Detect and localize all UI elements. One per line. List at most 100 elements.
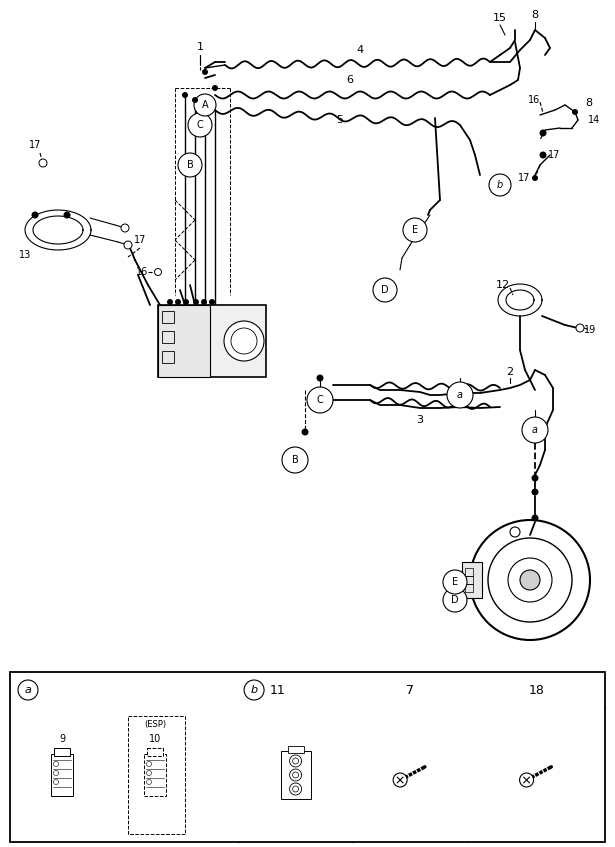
Text: 12: 12	[496, 280, 510, 290]
Text: D: D	[381, 285, 389, 295]
Circle shape	[520, 570, 540, 590]
Bar	[465, 576, 473, 584]
Text: D: D	[451, 595, 459, 605]
Text: 11: 11	[269, 684, 285, 696]
Text: 16: 16	[528, 95, 540, 105]
Circle shape	[572, 109, 578, 115]
Circle shape	[224, 321, 264, 361]
Bar	[147, 748, 163, 756]
Circle shape	[520, 773, 534, 787]
Text: 10: 10	[149, 734, 161, 744]
Bar	[162, 331, 174, 343]
Text: B: B	[186, 160, 193, 170]
Circle shape	[192, 97, 198, 103]
Circle shape	[532, 175, 538, 181]
Circle shape	[317, 374, 323, 381]
Circle shape	[31, 212, 39, 219]
Text: b: b	[497, 180, 503, 190]
Circle shape	[212, 85, 218, 91]
Text: 3: 3	[416, 415, 424, 425]
Bar	[465, 568, 473, 576]
Text: 2: 2	[506, 367, 514, 377]
Bar	[288, 746, 304, 753]
Text: 17: 17	[29, 140, 41, 150]
Circle shape	[539, 130, 547, 136]
Text: 17: 17	[548, 150, 560, 160]
Text: a: a	[532, 425, 538, 435]
Text: 7: 7	[406, 684, 414, 696]
Text: E: E	[452, 577, 458, 587]
Bar	[162, 311, 174, 323]
Text: 18: 18	[529, 684, 544, 696]
Bar	[10, 672, 605, 842]
Circle shape	[244, 680, 264, 700]
Circle shape	[167, 299, 173, 305]
Bar	[54, 748, 70, 756]
Circle shape	[193, 299, 199, 305]
Text: B: B	[292, 455, 298, 465]
Text: A: A	[202, 100, 208, 110]
Bar	[51, 754, 73, 796]
Bar	[280, 751, 311, 799]
Text: 6: 6	[346, 75, 354, 85]
Circle shape	[539, 152, 547, 158]
Circle shape	[154, 268, 162, 275]
Bar	[462, 562, 482, 598]
Circle shape	[531, 514, 539, 522]
Circle shape	[209, 299, 215, 305]
Text: a: a	[25, 685, 31, 695]
Circle shape	[403, 218, 427, 242]
Circle shape	[63, 212, 71, 219]
Circle shape	[124, 241, 132, 249]
Text: 17: 17	[518, 173, 530, 183]
Text: 5: 5	[336, 115, 344, 125]
Circle shape	[201, 299, 207, 305]
Text: 13: 13	[19, 250, 31, 260]
Circle shape	[522, 417, 548, 443]
Circle shape	[301, 429, 309, 435]
Circle shape	[121, 224, 129, 232]
Bar	[158, 305, 210, 377]
Circle shape	[175, 299, 181, 305]
Text: E: E	[412, 225, 418, 235]
Bar	[144, 754, 166, 796]
Circle shape	[531, 474, 539, 481]
Text: 17: 17	[134, 235, 146, 245]
Circle shape	[202, 69, 208, 75]
Circle shape	[393, 773, 407, 787]
Text: C: C	[317, 395, 323, 405]
Text: C: C	[197, 120, 204, 130]
Bar	[128, 716, 185, 834]
Circle shape	[183, 299, 189, 305]
Text: a: a	[457, 390, 463, 400]
Circle shape	[443, 588, 467, 612]
Circle shape	[443, 570, 467, 594]
Text: 19: 19	[584, 325, 596, 335]
Circle shape	[39, 159, 47, 167]
Bar	[162, 351, 174, 363]
Circle shape	[510, 527, 520, 537]
Text: (ESP): (ESP)	[144, 719, 166, 728]
Circle shape	[576, 324, 584, 332]
Bar	[158, 305, 266, 377]
Circle shape	[182, 92, 188, 98]
Circle shape	[307, 387, 333, 413]
Text: 15: 15	[493, 13, 507, 23]
Text: 16: 16	[136, 267, 148, 277]
Circle shape	[188, 113, 212, 137]
Text: 9: 9	[59, 734, 65, 744]
Circle shape	[373, 278, 397, 302]
Bar	[465, 584, 473, 592]
Circle shape	[447, 382, 473, 408]
Text: 14: 14	[588, 115, 600, 125]
Circle shape	[194, 94, 216, 116]
Text: 8: 8	[585, 98, 592, 108]
Text: b: b	[250, 685, 258, 695]
Circle shape	[531, 489, 539, 495]
Circle shape	[18, 680, 38, 700]
Text: 4: 4	[357, 45, 363, 55]
Text: 8: 8	[531, 10, 539, 20]
Circle shape	[489, 174, 511, 196]
Text: 1: 1	[197, 42, 204, 52]
Circle shape	[282, 447, 308, 473]
